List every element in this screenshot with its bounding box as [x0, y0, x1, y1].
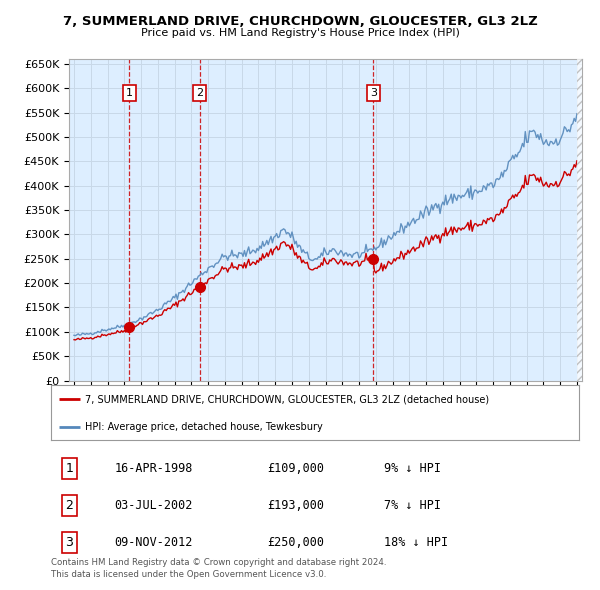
- Text: 18% ↓ HPI: 18% ↓ HPI: [383, 536, 448, 549]
- Text: 3: 3: [370, 88, 377, 98]
- Text: HPI: Average price, detached house, Tewkesbury: HPI: Average price, detached house, Tewk…: [85, 421, 323, 431]
- Text: 9% ↓ HPI: 9% ↓ HPI: [383, 462, 440, 475]
- Text: 7% ↓ HPI: 7% ↓ HPI: [383, 499, 440, 512]
- Polygon shape: [577, 59, 582, 381]
- Text: This data is licensed under the Open Government Licence v3.0.: This data is licensed under the Open Gov…: [51, 570, 326, 579]
- Text: 3: 3: [65, 536, 73, 549]
- Text: 03-JUL-2002: 03-JUL-2002: [115, 499, 193, 512]
- Text: Contains HM Land Registry data © Crown copyright and database right 2024.: Contains HM Land Registry data © Crown c…: [51, 558, 386, 567]
- Text: 09-NOV-2012: 09-NOV-2012: [115, 536, 193, 549]
- Text: 2: 2: [65, 499, 73, 512]
- Bar: [577, 59, 582, 381]
- Text: 1: 1: [125, 88, 133, 98]
- Text: 7, SUMMERLAND DRIVE, CHURCHDOWN, GLOUCESTER, GL3 2LZ: 7, SUMMERLAND DRIVE, CHURCHDOWN, GLOUCES…: [62, 15, 538, 28]
- Text: 7, SUMMERLAND DRIVE, CHURCHDOWN, GLOUCESTER, GL3 2LZ (detached house): 7, SUMMERLAND DRIVE, CHURCHDOWN, GLOUCES…: [85, 394, 490, 404]
- Text: £109,000: £109,000: [268, 462, 325, 475]
- Text: 16-APR-1998: 16-APR-1998: [115, 462, 193, 475]
- Text: Price paid vs. HM Land Registry's House Price Index (HPI): Price paid vs. HM Land Registry's House …: [140, 28, 460, 38]
- Text: £193,000: £193,000: [268, 499, 325, 512]
- Text: £250,000: £250,000: [268, 536, 325, 549]
- Text: 1: 1: [65, 462, 73, 475]
- Text: 2: 2: [196, 88, 203, 98]
